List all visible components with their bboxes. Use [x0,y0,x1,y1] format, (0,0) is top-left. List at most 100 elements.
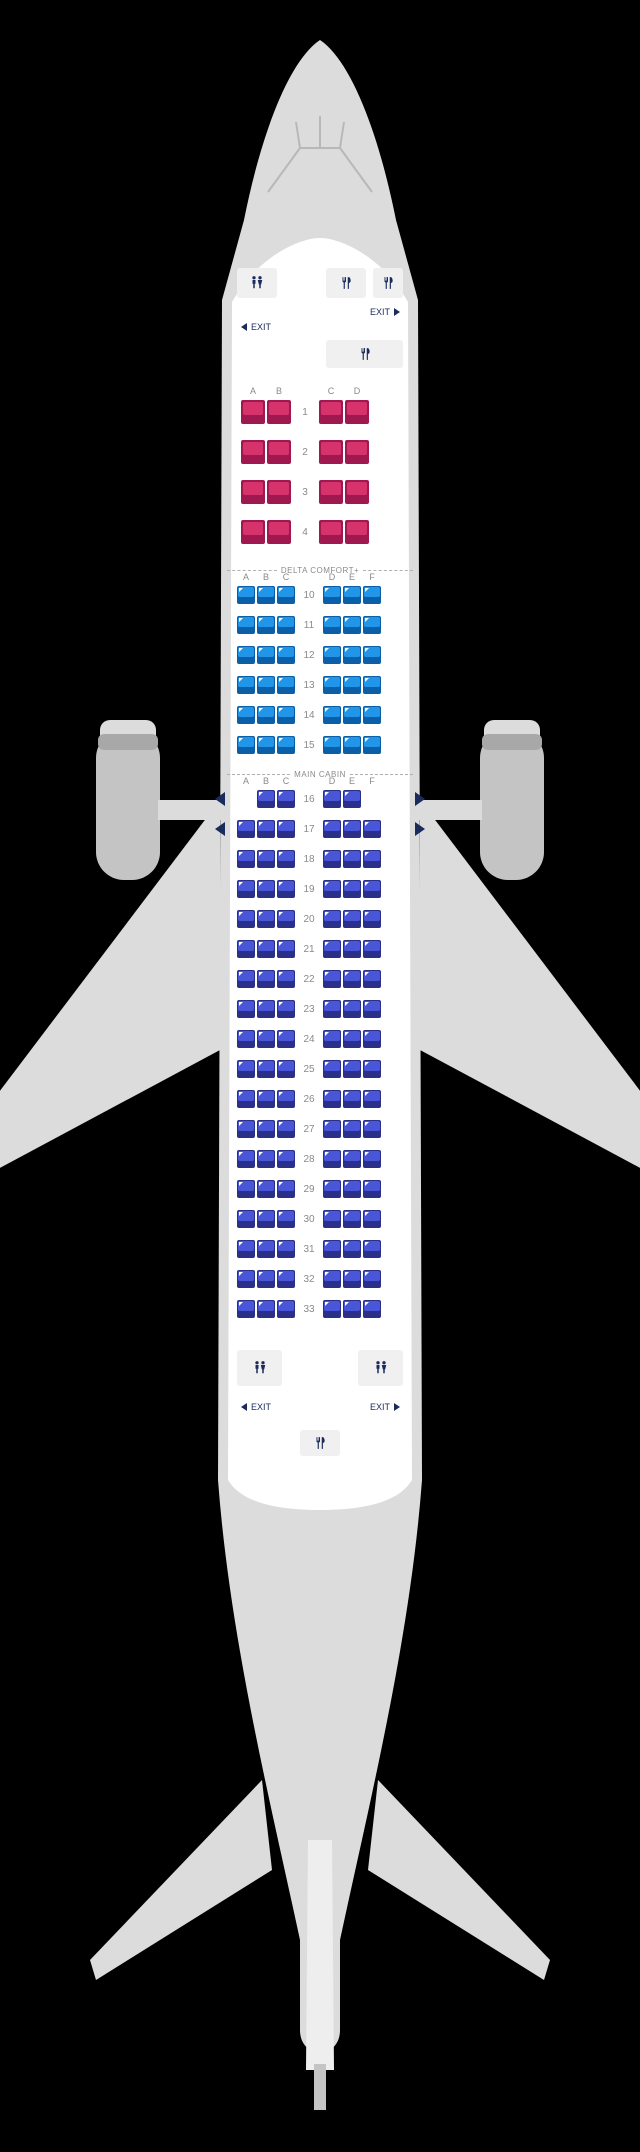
seat-32D[interactable] [323,1270,341,1288]
seat-19D[interactable] [323,880,341,898]
seat-33D[interactable] [323,1300,341,1318]
seat-1C[interactable] [319,400,343,424]
seat-12D[interactable] [323,646,341,664]
seat-28C[interactable] [277,1150,295,1168]
seat-26F[interactable] [363,1090,381,1108]
seat-15A[interactable] [237,736,255,754]
seat-25C[interactable] [277,1060,295,1078]
seat-16C[interactable] [277,790,295,808]
seat-14F[interactable] [363,706,381,724]
seat-11B[interactable] [257,616,275,634]
seat-25A[interactable] [237,1060,255,1078]
seat-22A[interactable] [237,970,255,988]
seat-3D[interactable] [345,480,369,504]
seat-29E[interactable] [343,1180,361,1198]
seat-33B[interactable] [257,1300,275,1318]
seat-12C[interactable] [277,646,295,664]
seat-10E[interactable] [343,586,361,604]
seat-30F[interactable] [363,1210,381,1228]
seat-23E[interactable] [343,1000,361,1018]
seat-28A[interactable] [237,1150,255,1168]
seat-1A[interactable] [241,400,265,424]
seat-19A[interactable] [237,880,255,898]
seat-19F[interactable] [363,880,381,898]
seat-27A[interactable] [237,1120,255,1138]
seat-10A[interactable] [237,586,255,604]
seat-25F[interactable] [363,1060,381,1078]
seat-14B[interactable] [257,706,275,724]
seat-24D[interactable] [323,1030,341,1048]
seat-17F[interactable] [363,820,381,838]
seat-22F[interactable] [363,970,381,988]
seat-23C[interactable] [277,1000,295,1018]
seat-32B[interactable] [257,1270,275,1288]
seat-28F[interactable] [363,1150,381,1168]
seat-17B[interactable] [257,820,275,838]
seat-26D[interactable] [323,1090,341,1108]
seat-12B[interactable] [257,646,275,664]
seat-29D[interactable] [323,1180,341,1198]
seat-20E[interactable] [343,910,361,928]
seat-11A[interactable] [237,616,255,634]
seat-24A[interactable] [237,1030,255,1048]
seat-29F[interactable] [363,1180,381,1198]
seat-30C[interactable] [277,1210,295,1228]
seat-23F[interactable] [363,1000,381,1018]
seat-18F[interactable] [363,850,381,868]
seat-28E[interactable] [343,1150,361,1168]
seat-25B[interactable] [257,1060,275,1078]
seat-22D[interactable] [323,970,341,988]
seat-13F[interactable] [363,676,381,694]
seat-33F[interactable] [363,1300,381,1318]
seat-13E[interactable] [343,676,361,694]
seat-11E[interactable] [343,616,361,634]
seat-17E[interactable] [343,820,361,838]
seat-15C[interactable] [277,736,295,754]
seat-4D[interactable] [345,520,369,544]
seat-29A[interactable] [237,1180,255,1198]
seat-17A[interactable] [237,820,255,838]
seat-27E[interactable] [343,1120,361,1138]
seat-24E[interactable] [343,1030,361,1048]
seat-30B[interactable] [257,1210,275,1228]
seat-2B[interactable] [267,440,291,464]
seat-24C[interactable] [277,1030,295,1048]
seat-18E[interactable] [343,850,361,868]
seat-29C[interactable] [277,1180,295,1198]
seat-27F[interactable] [363,1120,381,1138]
seat-12F[interactable] [363,646,381,664]
seat-11D[interactable] [323,616,341,634]
seat-3B[interactable] [267,480,291,504]
seat-16D[interactable] [323,790,341,808]
seat-13C[interactable] [277,676,295,694]
seat-27D[interactable] [323,1120,341,1138]
seat-10F[interactable] [363,586,381,604]
seat-18C[interactable] [277,850,295,868]
seat-29B[interactable] [257,1180,275,1198]
seat-31F[interactable] [363,1240,381,1258]
seat-22E[interactable] [343,970,361,988]
seat-33E[interactable] [343,1300,361,1318]
seat-28D[interactable] [323,1150,341,1168]
seat-31A[interactable] [237,1240,255,1258]
seat-15E[interactable] [343,736,361,754]
seat-33A[interactable] [237,1300,255,1318]
seat-17C[interactable] [277,820,295,838]
seat-28B[interactable] [257,1150,275,1168]
seat-11C[interactable] [277,616,295,634]
seat-32C[interactable] [277,1270,295,1288]
seat-14E[interactable] [343,706,361,724]
seat-26A[interactable] [237,1090,255,1108]
seat-22B[interactable] [257,970,275,988]
seat-23B[interactable] [257,1000,275,1018]
seat-21A[interactable] [237,940,255,958]
seat-10C[interactable] [277,586,295,604]
seat-32F[interactable] [363,1270,381,1288]
seat-4C[interactable] [319,520,343,544]
seat-21C[interactable] [277,940,295,958]
seat-13A[interactable] [237,676,255,694]
seat-21D[interactable] [323,940,341,958]
seat-14A[interactable] [237,706,255,724]
seat-25E[interactable] [343,1060,361,1078]
seat-19C[interactable] [277,880,295,898]
